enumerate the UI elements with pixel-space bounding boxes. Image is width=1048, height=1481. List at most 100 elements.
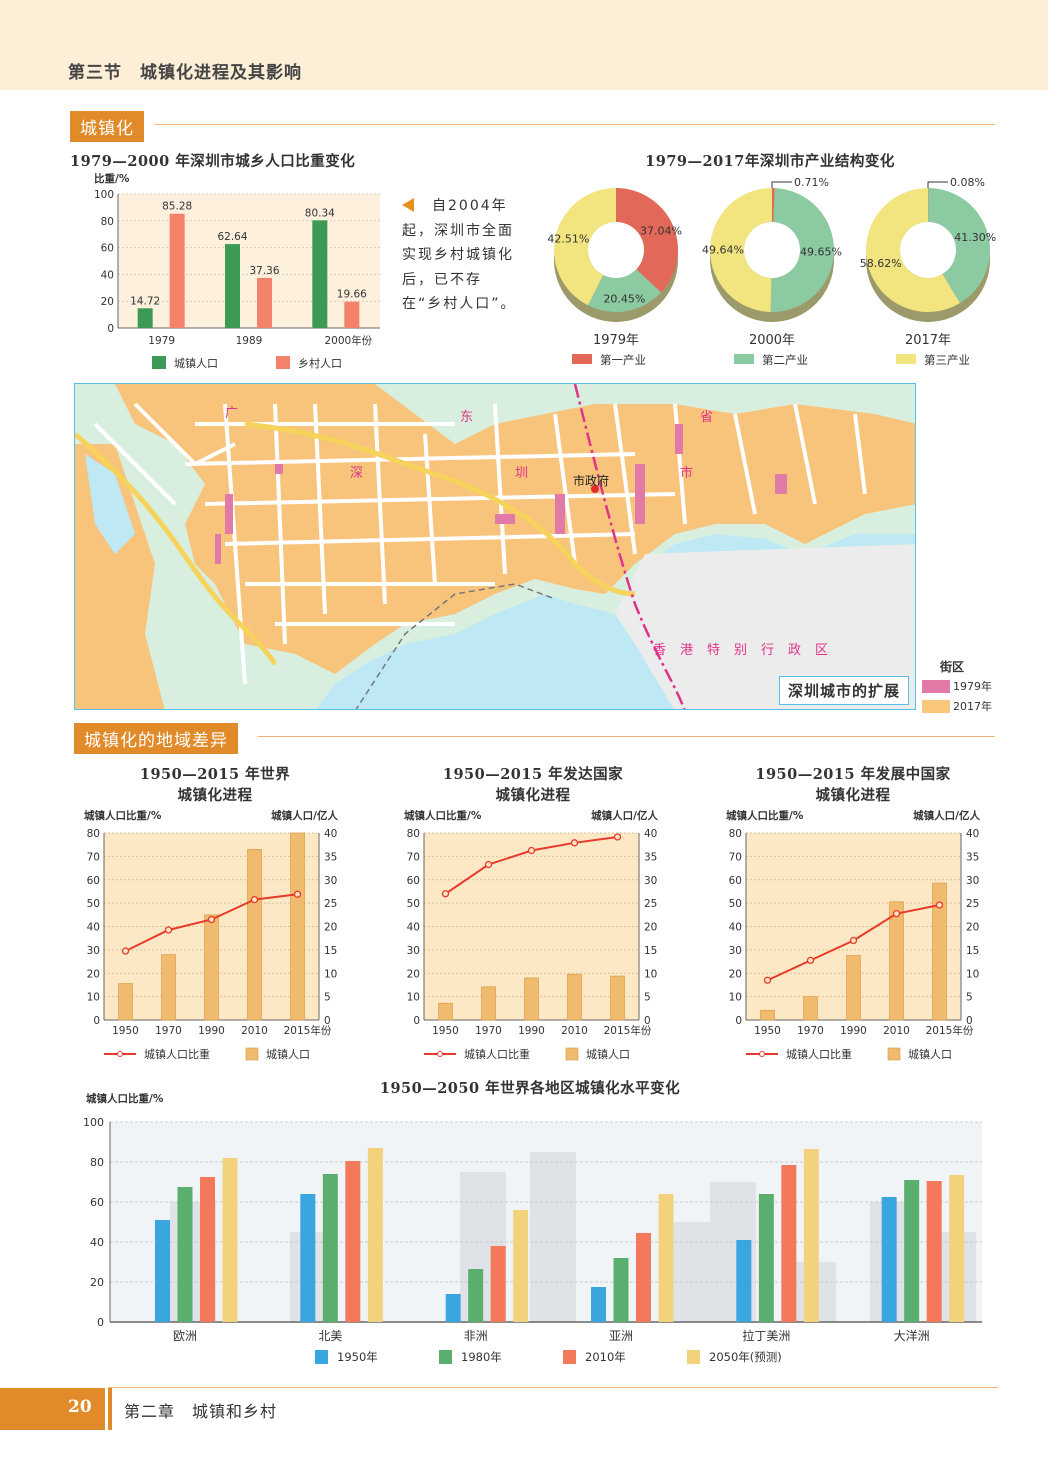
x-tick-label: 1990 (518, 1025, 545, 1037)
y2-tick-label: 20 (966, 922, 979, 934)
x-tick-label: 亚洲 (609, 1329, 633, 1343)
skyline-building (530, 1152, 576, 1322)
bar-urban-population (803, 996, 818, 1021)
slice-label: 58.62% (860, 257, 902, 270)
y2-tick-label: 5 (644, 992, 651, 1004)
chart-regions-urban: 城镇人口比重/% 0 20 40 60 80 100 欧洲 北美 非洲 亚洲 拉丁美洲 大洋洲 1950年… (83, 1092, 982, 1364)
y2-tick-label: 5 (324, 992, 331, 1004)
chart-title-world: 1950—2015 年世界 城镇化进程 (139, 766, 291, 804)
donut-slice-2 (928, 188, 990, 304)
bar-1980 (468, 1269, 484, 1322)
section-divider-2 (258, 736, 995, 737)
legend-swatch (152, 356, 166, 369)
y-tick-label: 0 (413, 1015, 420, 1027)
y-tick-label: 30 (407, 945, 420, 957)
legend-label: 1980年 (461, 1350, 502, 1364)
y2-tick-label: 5 (966, 992, 973, 1004)
shenzhen-map: 市政府 香港特别行政区 广 东 省 深 圳 市 深圳城市的扩展 (74, 383, 916, 710)
slice-label: 49.65% (800, 246, 842, 259)
y-tick-label: 70 (729, 851, 742, 863)
header-band (0, 0, 1048, 90)
bar-2050 (513, 1210, 529, 1322)
x-tick-label: 1990 (840, 1025, 867, 1037)
leader-line (771, 181, 792, 188)
donut-year-label: 2000年 (749, 333, 795, 348)
y-tick-label: 40 (407, 922, 420, 934)
line-point (935, 901, 944, 909)
chapter-title: 第二章 城镇和乡村 (124, 1402, 278, 1421)
bar-2050 (658, 1194, 674, 1322)
bar-2050 (222, 1158, 238, 1322)
legend-bar-swatch (887, 1047, 901, 1061)
legend-bar-swatch (565, 1047, 579, 1061)
y2-tick-label: 0 (966, 1015, 973, 1027)
legend-label: 1950年 (337, 1350, 378, 1364)
y-tick-label: 60 (729, 875, 742, 887)
data-label: 37.36 (249, 265, 279, 277)
x-tick-label: 1979 (148, 335, 175, 347)
bar-1950 (736, 1240, 752, 1322)
y-axis-label: 城镇人口比重/% (86, 1092, 164, 1105)
bar-urban-population (481, 986, 496, 1021)
x-tick-label: 1990 (198, 1025, 225, 1037)
bar-1980 (177, 1187, 193, 1322)
y2-tick-label: 20 (324, 922, 337, 934)
bar-urban-population (118, 983, 133, 1021)
y-tick-label: 40 (87, 922, 100, 934)
bar-urban (225, 244, 240, 328)
x-tick-label: 拉丁美洲 (742, 1328, 790, 1343)
bar-urban-population (204, 914, 219, 1021)
footer-page-box (0, 1388, 105, 1430)
x-tick-label: 2015年份 (926, 1024, 974, 1037)
expressway (75, 432, 278, 666)
plot-background (118, 194, 380, 328)
legend-line-marker (759, 1051, 765, 1057)
line-point (892, 909, 901, 918)
x-tick-label: 1970 (155, 1025, 182, 1037)
y2-tick-label: 25 (324, 898, 337, 910)
legend-label: 第三产业 (924, 353, 970, 367)
bar-urban-population (524, 977, 539, 1021)
map-graphic (75, 384, 915, 709)
y-tick-label: 40 (101, 269, 114, 281)
legend-line-marker (117, 1051, 123, 1057)
data-label: 62.64 (217, 231, 247, 243)
bar-2010 (636, 1233, 651, 1322)
donut-slice-3 (866, 188, 960, 312)
y2-tick-label: 10 (324, 968, 337, 980)
section-title: 第三节 城镇化进程及其影响 (68, 63, 302, 83)
legend-label: 城镇人口 (174, 356, 218, 370)
x-tick-label: 2015年份 (604, 1024, 652, 1037)
legend-label: 乡村人口 (298, 356, 342, 370)
y2-axis-label: 城镇人口/亿人 (591, 809, 658, 822)
y-tick-label: 80 (87, 828, 100, 840)
legend-label: 城镇人口 (266, 1047, 310, 1061)
donut-slice-2 (587, 269, 662, 312)
legend-swatch (896, 354, 916, 364)
y-tick-label: 0 (735, 1015, 742, 1027)
chart-title-regions: 1950—2050 年世界各地区城镇化水平变化 (379, 1080, 681, 1097)
y2-tick-label: 35 (324, 851, 337, 863)
legend-swatch (687, 1350, 700, 1364)
x-tick-label: 1950 (754, 1025, 781, 1037)
legend-line-marker (437, 1051, 443, 1057)
x-tick-label: 非洲 (464, 1329, 488, 1343)
donut-hole (744, 222, 800, 278)
bar-2010 (926, 1181, 942, 1322)
bar-urban-population (610, 975, 625, 1021)
line-point (570, 839, 579, 847)
y-tick-label: 80 (729, 828, 742, 840)
y-tick-label: 0 (97, 1316, 104, 1329)
y-tick-label: 20 (90, 1276, 104, 1289)
donut-year-label: 2017年 (905, 333, 951, 348)
line-point (293, 890, 302, 898)
x-tick-label: 2015年份 (284, 1024, 332, 1037)
guangzhou-shenzhen-rail (573, 384, 686, 709)
y-tick-label: 10 (407, 992, 420, 1004)
y2-tick-label: 30 (966, 875, 979, 887)
bar-1980 (758, 1194, 774, 1322)
bar-2010 (781, 1165, 797, 1322)
donut-hole (588, 222, 644, 278)
y2-tick-label: 30 (324, 875, 337, 887)
